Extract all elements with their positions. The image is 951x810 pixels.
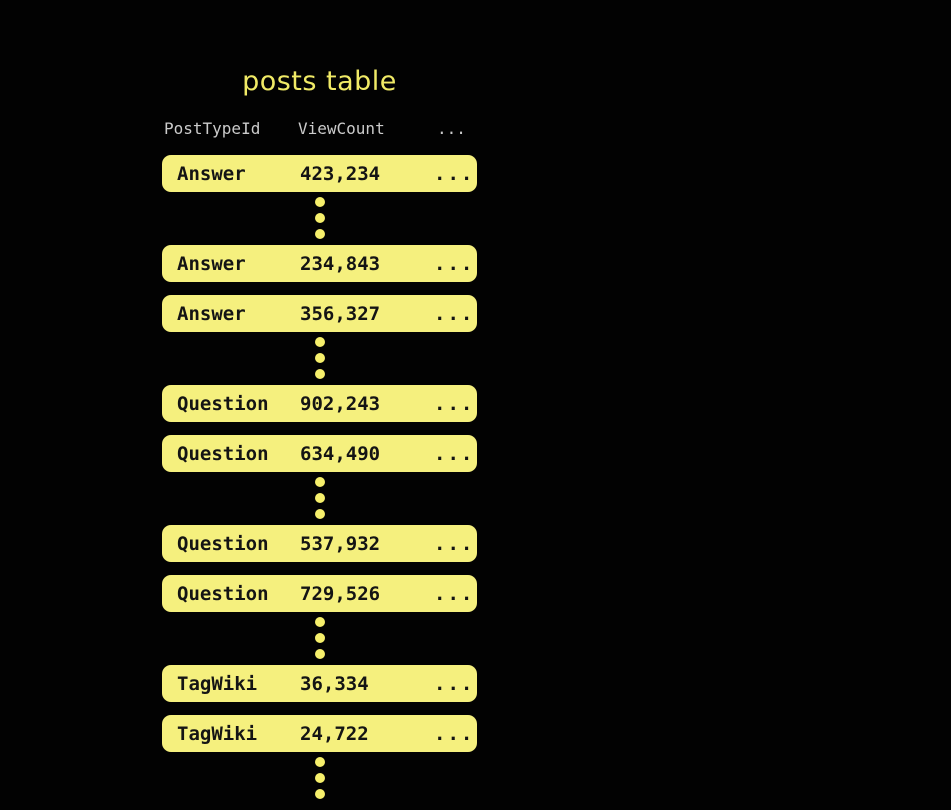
row-continuation-dots	[162, 197, 477, 239]
table-row: TagWiki 24,722 ...	[162, 715, 477, 752]
posts-table-title: posts table	[242, 66, 397, 97]
table-row: Question 634,490 ...	[162, 435, 477, 472]
cell-view-count: 634,490	[300, 442, 381, 465]
table-row: Question 537,932 ...	[162, 525, 477, 562]
cell-post-type: Answer	[177, 302, 246, 325]
dot-icon	[314, 789, 325, 799]
cell-view-count: 729,526	[300, 582, 381, 605]
column-header-ellipsis: ...	[437, 119, 466, 138]
column-header-viewcount: ViewCount	[298, 119, 385, 138]
cell-view-count: 36,334	[300, 672, 369, 695]
column-headers: PostTypeId ViewCount ...	[162, 119, 477, 139]
table-row: TagWiki 36,334 ...	[162, 665, 477, 702]
cell-view-count: 356,327	[300, 302, 381, 325]
dot-icon	[314, 197, 325, 207]
column-header-posttypeid: PostTypeId	[164, 119, 261, 138]
cell-more: ...	[434, 392, 475, 415]
row-continuation-dots	[162, 757, 477, 799]
cell-post-type: Question	[177, 442, 269, 465]
cell-post-type: Question	[177, 532, 269, 555]
cell-post-type: Question	[177, 582, 269, 605]
cell-view-count: 423,234	[300, 162, 381, 185]
dot-icon	[314, 353, 325, 363]
cell-view-count: 234,843	[300, 252, 381, 275]
cell-post-type: Answer	[177, 252, 246, 275]
dot-icon	[314, 337, 325, 347]
table-row: Question 902,243 ...	[162, 385, 477, 422]
table-body: Answer 423,234 ... Answer 234,843 ... An…	[162, 155, 477, 805]
row-continuation-dots	[162, 337, 477, 379]
cell-post-type: Answer	[177, 162, 246, 185]
dot-icon	[314, 229, 325, 239]
dot-icon	[314, 649, 325, 659]
cell-more: ...	[434, 722, 475, 745]
cell-more: ...	[434, 442, 475, 465]
cell-view-count: 537,932	[300, 532, 381, 555]
cell-view-count: 902,243	[300, 392, 381, 415]
dot-icon	[314, 369, 325, 379]
cell-more: ...	[434, 252, 475, 275]
cell-post-type: TagWiki	[177, 672, 258, 695]
table-row: Question 729,526 ...	[162, 575, 477, 612]
cell-view-count: 24,722	[300, 722, 369, 745]
row-continuation-dots	[162, 617, 477, 659]
dot-icon	[314, 509, 325, 519]
dot-icon	[314, 477, 325, 487]
cell-more: ...	[434, 532, 475, 555]
cell-more: ...	[434, 672, 475, 695]
table-row: Answer 356,327 ...	[162, 295, 477, 332]
dot-icon	[314, 617, 325, 627]
table-row: Answer 234,843 ...	[162, 245, 477, 282]
cell-post-type: Question	[177, 392, 269, 415]
cell-more: ...	[434, 582, 475, 605]
cell-more: ...	[434, 162, 475, 185]
row-continuation-dots	[162, 477, 477, 519]
dot-icon	[314, 633, 325, 643]
dot-icon	[314, 493, 325, 503]
dot-icon	[314, 213, 325, 223]
cell-post-type: TagWiki	[177, 722, 258, 745]
dot-icon	[314, 773, 325, 783]
dot-icon	[314, 757, 325, 767]
cell-more: ...	[434, 302, 475, 325]
table-row: Answer 423,234 ...	[162, 155, 477, 192]
